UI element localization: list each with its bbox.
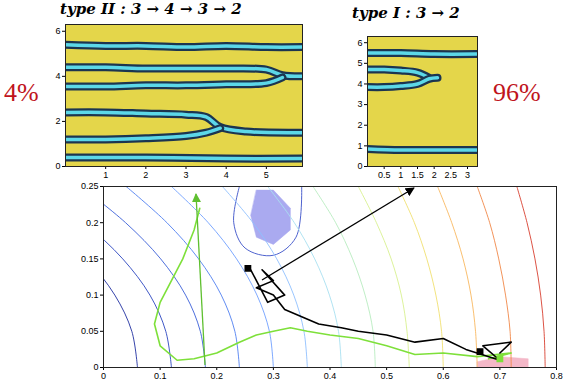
svg-text:0.05: 0.05 (81, 326, 99, 336)
svg-text:0.6: 0.6 (437, 371, 450, 381)
svg-text:0.3: 0.3 (267, 371, 280, 381)
svg-text:1: 1 (357, 141, 362, 151)
svg-text:0.15: 0.15 (81, 254, 99, 264)
svg-text:1.5: 1.5 (411, 170, 424, 180)
svg-text:2.5: 2.5 (445, 170, 458, 180)
html-text:type II : 3 → 4 → 3 → 2: type II : 3 → 4 → 3 → 2 (60, 0, 242, 18)
svg-text:1: 1 (398, 170, 403, 180)
svg-text:2: 2 (357, 120, 362, 130)
svg-text:0: 0 (357, 161, 362, 171)
svg-text:3: 3 (357, 99, 362, 109)
svg-text:0.25: 0.25 (81, 181, 99, 191)
svg-text:3: 3 (465, 170, 470, 180)
svg-text:6: 6 (357, 38, 362, 48)
svg-text:0.5: 0.5 (380, 371, 393, 381)
svg-text:0.2: 0.2 (86, 218, 99, 228)
svg-text:0.4: 0.4 (324, 371, 337, 381)
svg-text:0.1: 0.1 (154, 371, 167, 381)
svg-text:0.8: 0.8 (550, 371, 563, 381)
svg-text:0: 0 (93, 362, 98, 372)
svg-text:0.1: 0.1 (86, 290, 99, 300)
svg-text:2: 2 (143, 170, 148, 180)
svg-text:3: 3 (184, 170, 189, 180)
svg-text:0.5: 0.5 (378, 170, 391, 180)
svg-text:0: 0 (55, 161, 60, 171)
svg-text:6: 6 (55, 26, 60, 36)
svg-text:0.2: 0.2 (210, 371, 223, 381)
svg-text:2: 2 (432, 170, 437, 180)
html-text:96%: 96% (493, 78, 541, 107)
svg-text:0: 0 (101, 371, 106, 381)
svg-text:4: 4 (55, 71, 60, 81)
svg-text:5: 5 (264, 170, 269, 180)
html-text:4%: 4% (4, 78, 39, 107)
svg-text:4: 4 (357, 79, 362, 89)
svg-text:1: 1 (103, 170, 108, 180)
svg-text:4: 4 (224, 170, 229, 180)
svg-text:2: 2 (55, 116, 60, 126)
svg-text:0.7: 0.7 (494, 371, 507, 381)
html-text:type I : 3 → 2: type I : 3 → 2 (352, 4, 460, 22)
svg-text:5: 5 (357, 58, 362, 68)
